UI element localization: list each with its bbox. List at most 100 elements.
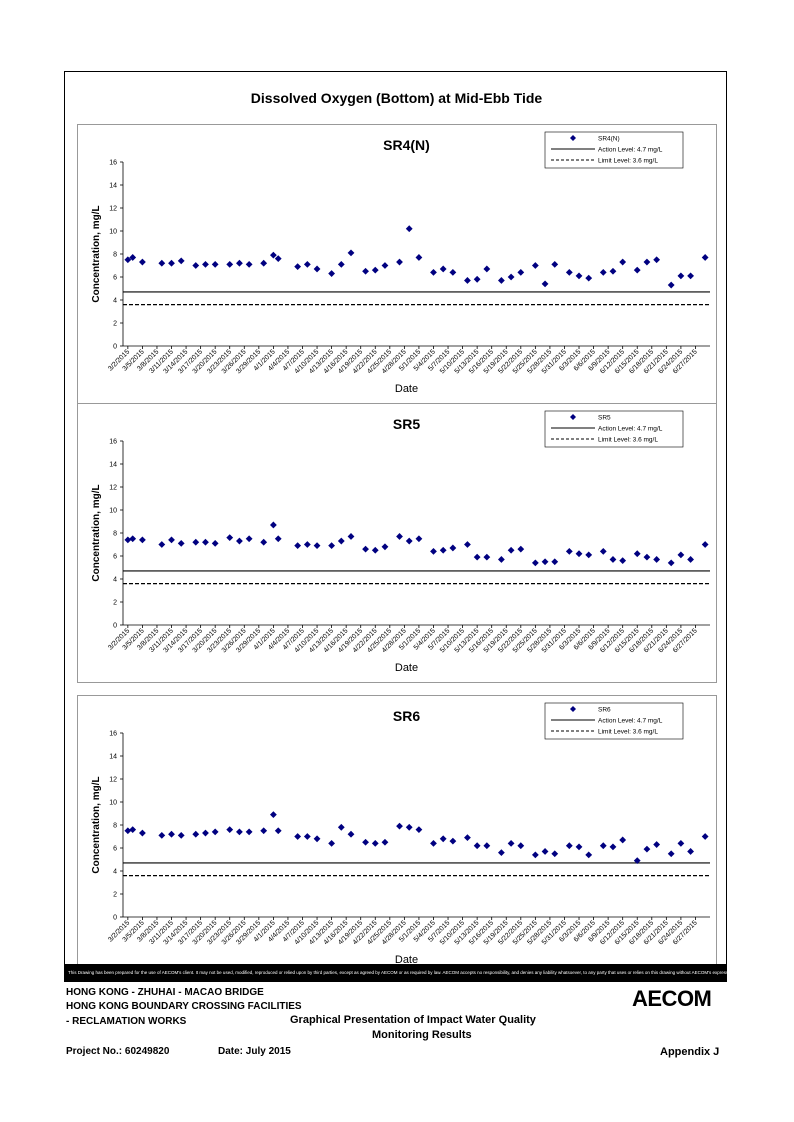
legend-marker-diamond	[570, 414, 576, 420]
data-point	[226, 260, 234, 268]
data-point	[405, 537, 413, 545]
x-axis-label: Date	[395, 383, 418, 395]
y-tick-label: 12	[109, 485, 117, 492]
data-point	[226, 534, 234, 541]
y-tick-label: 16	[109, 160, 117, 167]
data-point	[619, 258, 627, 266]
y-tick-label: 4	[113, 298, 117, 305]
data-point	[473, 553, 481, 561]
data-point	[260, 827, 268, 835]
chart-panel-border	[77, 403, 717, 683]
data-point	[313, 835, 321, 843]
data-point	[439, 265, 447, 273]
data-point	[677, 551, 685, 559]
data-point	[667, 281, 675, 289]
y-tick-label: 4	[113, 577, 117, 584]
y-tick-label: 0	[113, 915, 117, 922]
data-point	[381, 838, 389, 846]
data-point	[177, 831, 185, 839]
data-point	[531, 559, 539, 567]
data-point	[507, 840, 515, 847]
data-point	[464, 277, 471, 284]
data-point	[362, 838, 369, 846]
legend-box	[544, 131, 684, 169]
data-point	[677, 840, 685, 847]
data-point	[328, 270, 336, 277]
data-point	[226, 826, 234, 833]
footer-project-line3: - RECLAMATION WORKS	[66, 1016, 187, 1027]
data-point	[269, 521, 277, 529]
data-point	[202, 538, 209, 546]
data-point	[211, 260, 219, 268]
data-point	[667, 559, 675, 567]
legend-label-action: Action Level: 4.7 mg/L	[598, 426, 663, 433]
data-point	[551, 850, 559, 858]
data-point	[362, 545, 369, 553]
y-tick-label: 2	[113, 892, 117, 899]
data-point	[337, 823, 345, 831]
data-point	[274, 535, 282, 543]
data-point	[551, 260, 559, 268]
data-point	[168, 830, 175, 838]
data-point	[236, 828, 243, 836]
data-point	[439, 546, 447, 554]
data-point	[531, 851, 539, 859]
legend-label-limit: Limit Level: 3.6 mg/L	[598, 437, 658, 444]
data-point	[599, 842, 607, 850]
data-point	[269, 251, 277, 259]
y-tick-label: 2	[113, 321, 117, 328]
data-point	[294, 263, 302, 271]
data-point	[439, 835, 447, 843]
data-point	[585, 851, 593, 859]
data-point	[168, 536, 175, 544]
y-axis-label: Concentration, mg/L	[91, 205, 102, 302]
data-point	[405, 225, 413, 233]
aecom-logo: AECOM	[632, 986, 712, 1011]
data-point	[274, 255, 282, 262]
chart-legend: SR6 Action Level: 4.7 mg/L Limit Level: 3.…	[544, 702, 684, 740]
data-point	[371, 546, 379, 554]
legend-label-series: SR4(N)	[598, 136, 620, 143]
footer-subtitle-line1: Graphical Presentation of Impact Water Q…	[290, 1014, 536, 1026]
data-point	[430, 840, 437, 847]
data-point	[517, 545, 525, 553]
chart-sr5: SR502468101214163/2/20153/5/20153/8/2015…	[77, 403, 717, 683]
x-axis-label: Date	[395, 662, 418, 674]
data-point	[619, 557, 627, 564]
data-point	[313, 542, 321, 550]
legend-label-limit: Limit Level: 3.6 mg/L	[598, 729, 658, 736]
data-point	[328, 542, 336, 550]
data-point	[211, 539, 219, 547]
y-tick-label: 8	[113, 531, 117, 538]
data-point	[643, 553, 651, 561]
data-point	[551, 558, 559, 566]
y-tick-label: 14	[109, 183, 117, 190]
data-point	[575, 550, 583, 558]
footer-project-line2: HONG KONG BOUNDARY CROSSING FACILITIES	[66, 1001, 302, 1012]
data-point	[129, 535, 137, 543]
y-axis-label: Concentration, mg/L	[91, 776, 102, 873]
data-point	[177, 539, 185, 547]
footer-project-line1: HONG KONG - ZHUHAI - MACAO BRIDGE	[66, 987, 264, 998]
disclaimer-bar: This Drawing has been prepared for the u…	[64, 964, 727, 982]
data-point	[609, 556, 617, 563]
data-point	[449, 837, 457, 845]
y-tick-label: 16	[109, 731, 117, 738]
legend-label-action: Action Level: 4.7 mg/L	[598, 147, 663, 154]
data-point	[541, 558, 549, 566]
data-point	[347, 533, 355, 540]
data-point	[177, 257, 185, 265]
data-point	[609, 267, 617, 275]
legend-label-series: SR5	[598, 415, 611, 422]
data-point	[405, 823, 413, 831]
data-point	[643, 845, 651, 853]
y-tick-label: 14	[109, 754, 117, 761]
data-point	[483, 842, 491, 850]
data-point	[517, 842, 525, 850]
data-point	[575, 843, 583, 851]
y-tick-label: 16	[109, 439, 117, 446]
data-point	[260, 259, 268, 267]
data-point	[430, 548, 437, 555]
data-point	[129, 826, 137, 833]
figure-frame: Dissolved Oxygen (Bottom) at Mid-Ebb Tid…	[64, 71, 727, 982]
